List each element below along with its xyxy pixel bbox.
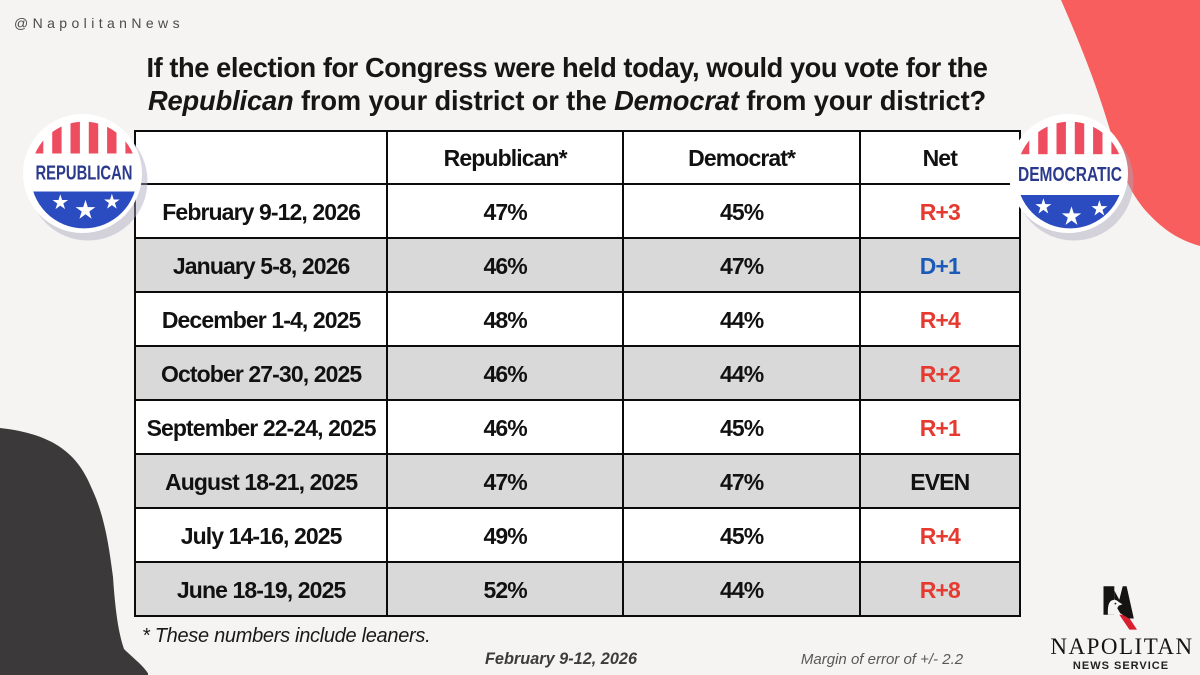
svg-text:DEMOCRATIC: DEMOCRATIC bbox=[1018, 163, 1122, 186]
svg-text:REPUBLICAN: REPUBLICAN bbox=[35, 162, 132, 185]
